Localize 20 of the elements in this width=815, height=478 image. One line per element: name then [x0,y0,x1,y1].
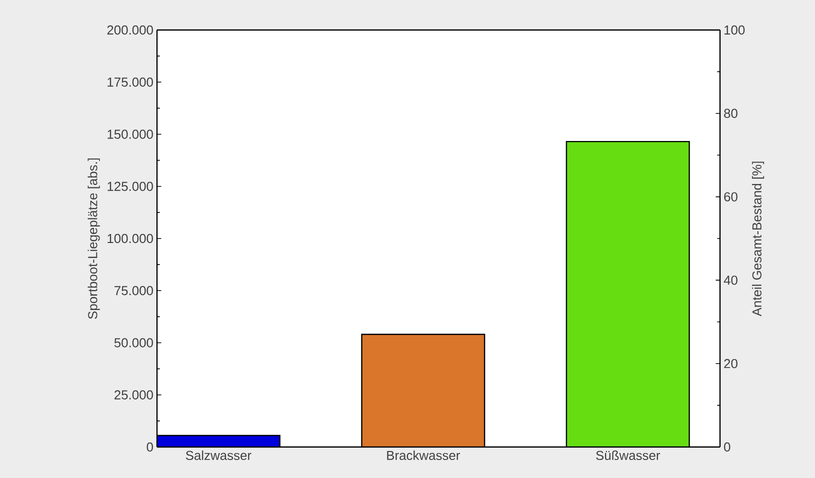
x-tick-label: Brackwasser [387,450,460,460]
y-tick-label: 200.000 [107,25,153,35]
y-tick-label: 125.000 [108,182,153,191]
y-tick-label: 100.000 [108,234,153,244]
y-tick-label: 25.000 [114,390,153,400]
y2-tick-label: 100 [724,25,745,35]
y2-tick-label: 20 [724,359,738,368]
y2-tick-label: 60 [724,192,738,202]
y2-tick-label: 0 [724,442,730,452]
x-tick-label: Süßwasser [596,450,660,460]
x-tick-label: Salzwasser [186,450,252,460]
y-tick-label: 0 [146,442,153,452]
y-tick-label: 50.000 [114,338,153,348]
y-axis-title: Sportboot-Liegeplätze [abs.] [88,158,100,319]
y2-tick-label: 80 [724,108,738,118]
y2-tick-label: 40 [724,276,738,285]
y-tick-label: 175.000 [108,78,153,87]
y2-axis-title: Anteil Gesamt-Bestand [%] [752,162,764,316]
y-tick-label: 75.000 [114,286,153,296]
y-tick-label: 150.000 [108,130,153,139]
